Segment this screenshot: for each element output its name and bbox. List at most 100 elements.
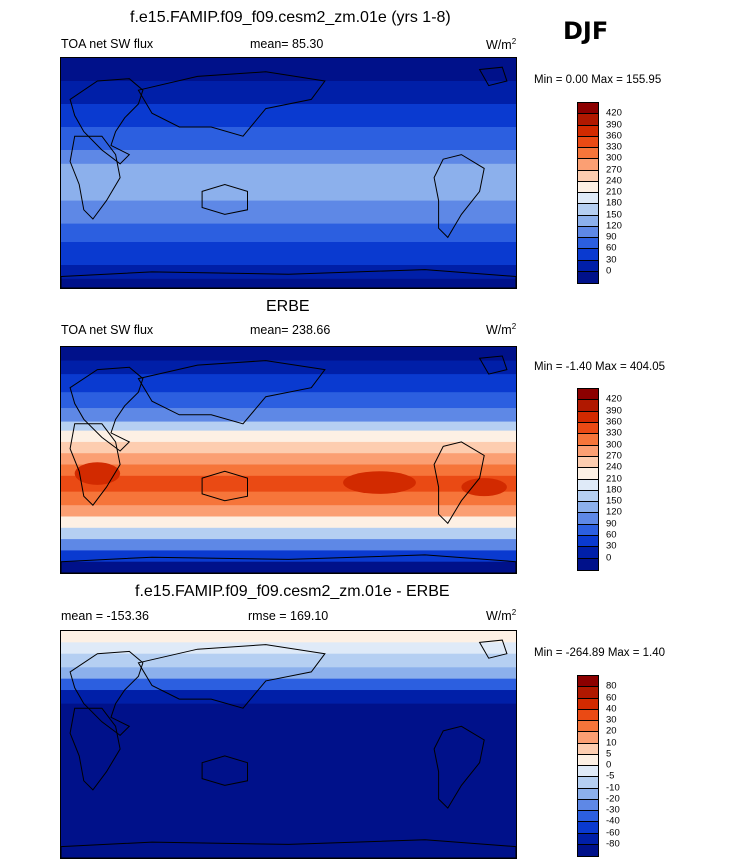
contour-band — [61, 81, 516, 105]
colorbar-box — [578, 125, 598, 137]
coastline — [433, 154, 485, 239]
coastline — [478, 639, 508, 659]
colorbar-tick-label: 30 — [606, 714, 617, 726]
colorbar-tick-label: 80 — [606, 680, 617, 692]
colorbar-tick-label: -60 — [606, 827, 620, 838]
coastline — [201, 183, 248, 215]
contour-band — [61, 265, 516, 280]
contour-band — [61, 441, 516, 454]
coastline — [137, 71, 326, 137]
colorbar-tick-label: 30 — [606, 254, 617, 265]
coastline — [137, 360, 326, 425]
contour-band — [61, 163, 516, 183]
coastline — [61, 839, 516, 858]
coastline — [61, 554, 516, 573]
colorbar-box — [578, 732, 598, 744]
colorbar-tick-label: 5 — [606, 748, 612, 760]
colorbar-box — [578, 754, 598, 766]
colorbar-tick-label: 150 — [606, 209, 622, 220]
coastline — [201, 470, 248, 502]
panel1-colorbar — [577, 102, 599, 284]
colorbar-box — [578, 721, 598, 733]
colorbar-tick-label: 390 — [606, 119, 622, 130]
colorbar-tick-label: 40 — [606, 703, 617, 715]
colorbar-box — [578, 513, 598, 525]
colorbar-box — [578, 524, 598, 537]
coastline — [69, 135, 121, 220]
colorbar-box — [578, 709, 598, 721]
panel2-left-label: TOA net SW flux — [61, 323, 154, 337]
colorbar-tick-label: -80 — [606, 838, 620, 850]
contour-band — [61, 516, 516, 529]
colorbar-tick-label: 360 — [606, 416, 622, 428]
colorbar-box — [578, 558, 598, 570]
coastline — [478, 66, 508, 87]
colorbar-box — [578, 536, 598, 548]
panel1-left-label: TOA net SW flux — [61, 37, 154, 51]
coastline — [433, 725, 485, 809]
contour-band — [61, 690, 516, 705]
colorbar-box — [578, 249, 598, 261]
colorbar-box — [578, 479, 598, 491]
contour-patch — [74, 462, 121, 485]
colorbar-box — [578, 811, 598, 823]
colorbar-box — [578, 204, 598, 216]
contour-band — [61, 182, 516, 202]
colorbar-box — [578, 687, 598, 699]
panel2-title: ERBE — [266, 298, 310, 315]
coastline — [69, 423, 121, 506]
colorbar-tick-label: 30 — [606, 540, 617, 552]
colorbar-tick-label: 420 — [606, 393, 622, 405]
colorbar-box — [578, 698, 598, 710]
colorbar-box — [578, 389, 598, 401]
panel3-title: f.e15.FAMIP.f09_f09.cesm2_zm.01e - ERBE — [135, 583, 450, 600]
colorbar-box — [578, 766, 598, 778]
colorbar-box — [578, 833, 598, 845]
panel2-map — [60, 346, 517, 574]
colorbar-box — [578, 434, 598, 446]
colorbar-box — [578, 822, 598, 834]
colorbar-box — [578, 271, 598, 283]
panel1-map-svg — [61, 58, 516, 288]
colorbar-box — [578, 743, 598, 755]
colorbar-box — [578, 215, 598, 227]
panel2-minmax: Min = -1.40 Max = 404.05 — [534, 361, 666, 373]
panel3-map — [60, 630, 517, 859]
colorbar-tick-label: 210 — [606, 473, 622, 484]
contour-band — [61, 58, 516, 82]
contour-band — [61, 360, 516, 375]
colorbar-tick-label: -30 — [606, 804, 620, 816]
contour-band — [61, 200, 516, 225]
colorbar-tick-label: -10 — [606, 782, 620, 793]
panel1-map — [60, 57, 517, 289]
colorbar-tick-label: 0 — [606, 265, 612, 277]
panel2-mean: mean= 238.66 — [250, 323, 331, 337]
colorbar-tick-label: 300 — [606, 439, 622, 451]
colorbar-box — [578, 181, 598, 193]
colorbar-box — [578, 490, 598, 503]
coastline — [69, 78, 144, 165]
colorbar-box — [578, 226, 598, 238]
colorbar-tick-label: 20 — [606, 725, 617, 737]
colorbar-box — [578, 400, 598, 412]
colorbar-box — [578, 844, 598, 856]
coastline — [69, 650, 144, 737]
colorbar-tick-label: 300 — [606, 152, 622, 164]
colorbar-tick-label: -40 — [606, 815, 620, 827]
contour-band — [61, 527, 516, 540]
colorbar-box — [578, 676, 598, 688]
colorbar-box — [578, 777, 598, 789]
contour-band — [61, 242, 516, 266]
contour-band — [61, 374, 516, 393]
coastline — [137, 644, 326, 709]
colorbar-box — [578, 445, 598, 457]
colorbar-box — [578, 411, 598, 423]
coastline — [69, 366, 144, 452]
contour-band — [61, 421, 516, 432]
colorbar-box — [578, 114, 598, 126]
colorbar-tick-label: 120 — [606, 220, 622, 232]
coastline — [201, 755, 248, 786]
colorbar-tick-label: 420 — [606, 107, 622, 119]
colorbar-box — [578, 456, 598, 469]
colorbar-tick-label: 60 — [606, 692, 617, 703]
